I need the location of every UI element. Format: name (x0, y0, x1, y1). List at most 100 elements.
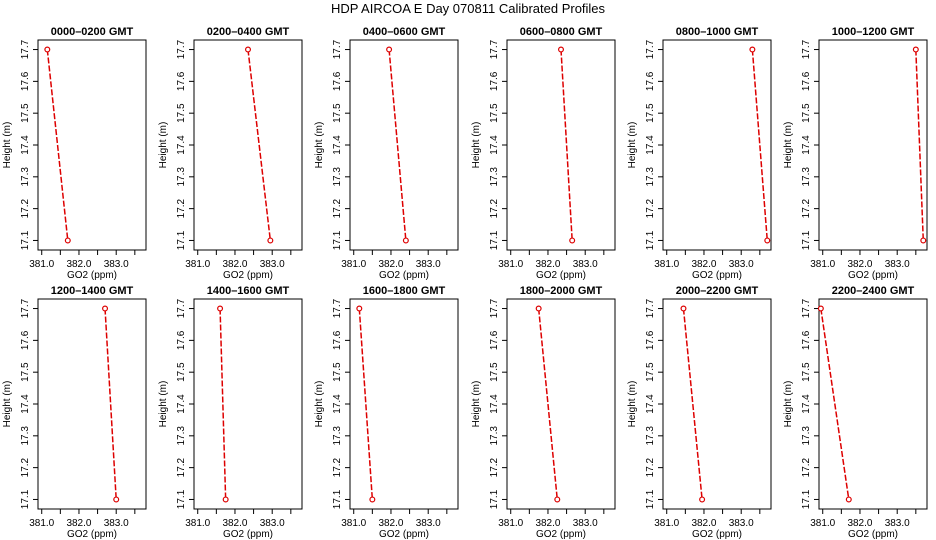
profile-line (388, 49, 407, 241)
x-axis-label: GO2 (ppm) (379, 270, 429, 281)
profile-line (820, 308, 850, 500)
y-tick-label: 17.7 (176, 39, 187, 59)
plot-frame (506, 298, 616, 510)
y-tick-label: 17.1 (645, 230, 656, 250)
y-tick-label: 17.4 (489, 135, 500, 155)
y-tick-label: 17.7 (645, 39, 656, 59)
panel-title: 1200–1400 GMT (51, 285, 134, 297)
y-tick-label: 17.6 (20, 71, 31, 91)
y-axis-label: Height (m) (627, 381, 638, 428)
plot-frame (506, 39, 616, 251)
point-upper (245, 46, 252, 53)
x-tick-label: 381.0 (498, 259, 523, 270)
x-tick-label: 383.0 (104, 259, 129, 270)
y-tick-label: 17.6 (176, 330, 187, 350)
x-tick-label: 383.0 (885, 518, 910, 529)
y-tick-label: 17.5 (176, 362, 187, 382)
y-axis-label: Height (m) (471, 381, 482, 428)
y-tick-label: 17.1 (176, 230, 187, 250)
y-tick-label: 17.5 (645, 362, 656, 382)
y-tick-label: 17.2 (332, 457, 343, 477)
y-tick-label: 17.7 (489, 298, 500, 318)
point-lower (267, 237, 274, 244)
y-tick-label: 17.3 (801, 426, 812, 446)
point-upper (102, 305, 109, 312)
y-tick-label: 17.2 (20, 457, 31, 477)
plot-frame (193, 39, 303, 251)
y-tick-label: 17.6 (332, 330, 343, 350)
x-axis-label: GO2 (ppm) (536, 529, 586, 540)
y-tick-label: 17.5 (645, 103, 656, 123)
y-tick-label: 17.3 (332, 426, 343, 446)
y-tick-label: 17.4 (801, 394, 812, 414)
y-tick-label: 17.6 (489, 71, 500, 91)
x-tick-label: 382.0 (378, 518, 403, 529)
x-tick-label: 383.0 (573, 259, 598, 270)
y-tick-label: 17.2 (332, 198, 343, 218)
x-tick-label: 383.0 (729, 518, 754, 529)
panel-title: 1400–1600 GMT (207, 285, 290, 297)
point-lower (699, 496, 706, 503)
y-tick-label: 17.3 (645, 167, 656, 187)
x-axis-label: GO2 (ppm) (536, 270, 586, 281)
point-upper (386, 46, 393, 53)
x-tick-label: 382.0 (222, 259, 247, 270)
y-tick-label: 17.4 (20, 394, 31, 414)
x-tick-label: 381.0 (185, 518, 210, 529)
point-upper (557, 46, 564, 53)
y-tick-label: 17.6 (645, 71, 656, 91)
plot-frame (818, 39, 928, 251)
y-tick-label: 17.1 (176, 489, 187, 509)
point-lower (764, 237, 771, 244)
y-tick-label: 17.5 (489, 103, 500, 123)
panel-title: 0800–1000 GMT (676, 26, 759, 38)
panel-title: 1800–2000 GMT (520, 285, 603, 297)
x-axis-label: GO2 (ppm) (67, 270, 117, 281)
y-tick-label: 17.1 (645, 489, 656, 509)
x-tick-label: 383.0 (260, 259, 285, 270)
y-tick-label: 17.2 (176, 198, 187, 218)
y-tick-label: 17.4 (20, 135, 31, 155)
x-axis-label: GO2 (ppm) (223, 529, 273, 540)
x-tick-label: 383.0 (104, 518, 129, 529)
x-axis-label: GO2 (ppm) (692, 270, 742, 281)
panel-title: 2200–2400 GMT (832, 285, 915, 297)
y-tick-label: 17.4 (332, 394, 343, 414)
x-tick-label: 382.0 (535, 518, 560, 529)
profile-line (247, 49, 272, 241)
y-axis-label: Height (m) (627, 122, 638, 169)
x-axis-label: GO2 (ppm) (848, 529, 898, 540)
x-axis-label: GO2 (ppm) (848, 270, 898, 281)
panel-title: 0200–0400 GMT (207, 26, 290, 38)
point-lower (920, 237, 927, 244)
y-tick-label: 17.1 (332, 489, 343, 509)
profile-line (46, 49, 69, 241)
y-tick-label: 17.3 (332, 167, 343, 187)
x-tick-label: 382.0 (378, 259, 403, 270)
panel-title: 1000–1200 GMT (832, 26, 915, 38)
point-lower (569, 237, 576, 244)
x-axis-label: GO2 (ppm) (67, 529, 117, 540)
panel-title: 0400–0600 GMT (363, 26, 446, 38)
point-upper (817, 305, 824, 312)
y-axis-label: Height (m) (314, 381, 325, 428)
x-tick-label: 383.0 (729, 259, 754, 270)
x-tick-label: 382.0 (847, 518, 872, 529)
y-tick-label: 17.1 (332, 230, 343, 250)
point-upper (749, 46, 756, 53)
x-tick-label: 382.0 (66, 518, 91, 529)
y-tick-label: 17.1 (801, 230, 812, 250)
y-tick-label: 17.3 (20, 167, 31, 187)
y-tick-label: 17.4 (645, 135, 656, 155)
y-tick-label: 17.7 (20, 298, 31, 318)
y-tick-label: 17.7 (801, 298, 812, 318)
y-tick-label: 17.4 (645, 394, 656, 414)
point-lower (369, 496, 376, 503)
y-tick-label: 17.6 (801, 330, 812, 350)
